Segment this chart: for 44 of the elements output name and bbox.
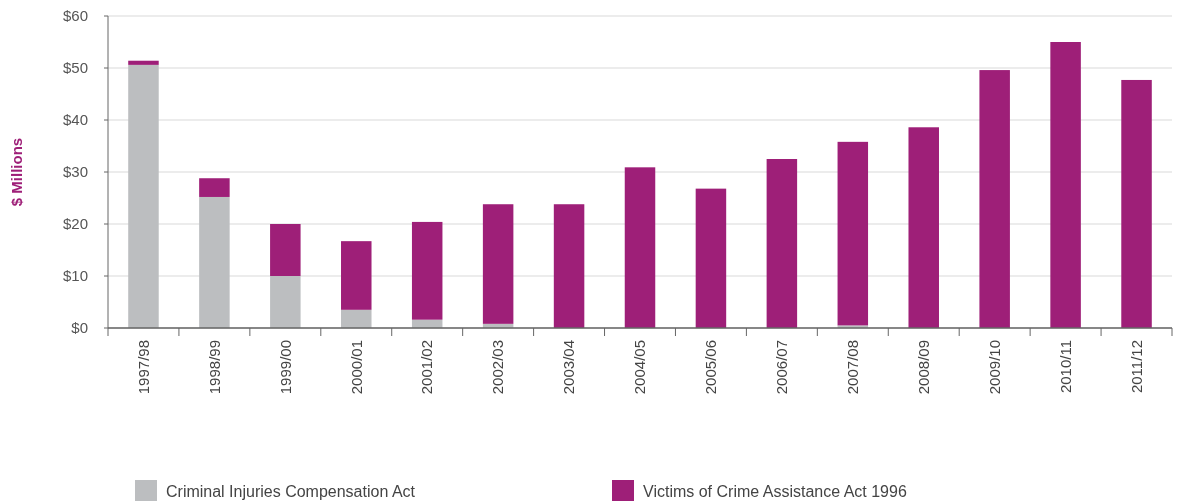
bar xyxy=(766,159,798,328)
x-tick-label: 2002/03 xyxy=(489,340,507,395)
bar xyxy=(341,309,372,328)
y-tick-label: $60 xyxy=(62,7,88,25)
x-tick-label: 2006/07 xyxy=(773,340,791,395)
x-tick-label: 1998/99 xyxy=(205,340,223,395)
x-tick-label: 2011/12 xyxy=(1127,340,1145,394)
bar xyxy=(128,64,159,328)
bar xyxy=(411,221,443,320)
bar xyxy=(341,241,372,310)
y-tick-label: $0 xyxy=(71,319,88,337)
bar xyxy=(482,204,514,324)
x-tick-label: 2008/09 xyxy=(914,340,932,395)
y-tick-label: $50 xyxy=(62,59,88,77)
bar xyxy=(270,224,301,276)
bar xyxy=(1050,42,1081,328)
bar xyxy=(979,70,1010,328)
bar xyxy=(199,196,230,328)
x-tick-label: 1997/98 xyxy=(134,340,152,395)
bar xyxy=(837,141,869,326)
x-tick-label: 2003/04 xyxy=(560,340,578,395)
x-tick-label: 1999/00 xyxy=(276,340,294,395)
bar xyxy=(695,188,727,328)
bar xyxy=(128,60,159,65)
y-tick-label: $10 xyxy=(62,267,88,285)
bar xyxy=(1121,79,1152,328)
legend-label: Victims of Crime Assistance Act 1996 xyxy=(643,482,907,500)
y-tick-label: $30 xyxy=(62,163,88,181)
x-tick-label: 2001/02 xyxy=(418,340,436,395)
bar xyxy=(624,167,656,328)
legend-label: Criminal Injuries Compensation Act xyxy=(166,482,416,500)
x-tick-label: 2010/11 xyxy=(1056,340,1074,394)
bar xyxy=(199,178,230,197)
bar xyxy=(270,276,301,328)
x-tick-label: 2007/08 xyxy=(844,340,862,395)
x-tick-label: 2005/06 xyxy=(702,340,720,395)
x-tick-label: 2009/10 xyxy=(985,340,1003,395)
y-tick-label: $20 xyxy=(62,215,88,233)
y-tick-label: $40 xyxy=(62,111,88,129)
y-axis-title: $ Millions xyxy=(8,137,25,207)
bar xyxy=(553,204,585,328)
x-tick-label: 2000/01 xyxy=(347,340,365,395)
x-tick-label: 2004/05 xyxy=(631,340,649,395)
bar xyxy=(908,127,939,328)
